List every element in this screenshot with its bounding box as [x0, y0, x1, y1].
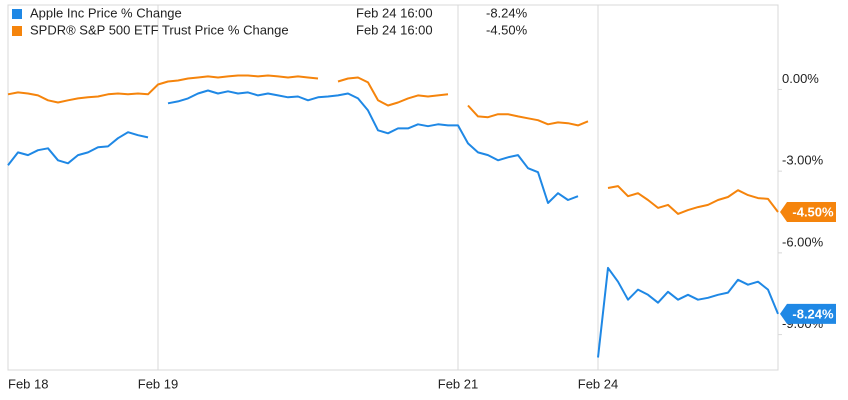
- x-tick-label: Feb 18: [8, 376, 48, 391]
- legend-label: Apple Inc Price % Change: [30, 5, 182, 20]
- legend-value: -4.50%: [486, 22, 528, 37]
- value-badge: [780, 202, 836, 223]
- y-tick-label: 0.00%: [782, 71, 819, 86]
- legend-swatch: [12, 9, 22, 19]
- value-badge: [780, 303, 836, 324]
- legend-value: -8.24%: [486, 5, 528, 20]
- x-tick-label: Feb 19: [138, 376, 178, 391]
- legend-time: Feb 24 16:00: [356, 22, 433, 37]
- legend-time: Feb 24 16:00: [356, 5, 433, 20]
- legend-label: SPDR® S&P 500 ETF Trust Price % Change: [30, 22, 289, 37]
- y-tick-label: -3.00%: [782, 153, 824, 168]
- value-badge-label: -8.24%: [792, 306, 834, 321]
- series-line: [7, 74, 779, 215]
- legend-swatch: [12, 26, 22, 36]
- value-badge-label: -4.50%: [792, 204, 834, 219]
- x-tick-label: Feb 21: [438, 376, 478, 391]
- y-tick-label: -6.00%: [782, 234, 824, 249]
- series-line: [7, 89, 779, 358]
- plot-frame: [7, 4, 779, 371]
- x-tick-label: Feb 24: [578, 376, 618, 391]
